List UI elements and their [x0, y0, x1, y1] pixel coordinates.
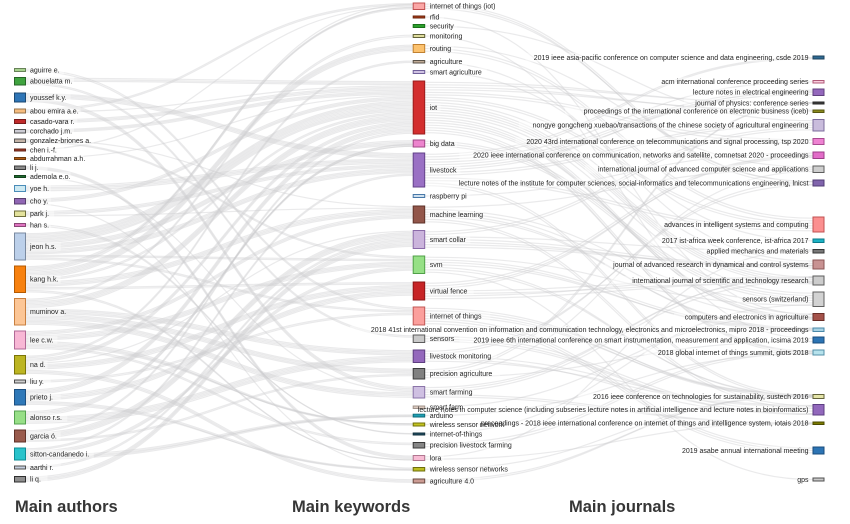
svg-text:agriculture: agriculture	[430, 59, 463, 66]
svg-text:livestock monitoring: livestock monitoring	[430, 354, 492, 361]
svg-text:youssef k.y.: youssef k.y.	[30, 95, 66, 102]
svg-text:sensors: sensors	[430, 336, 455, 343]
svg-text:casado-vara r.: casado-vara r.	[30, 119, 74, 126]
svg-text:monitoring: monitoring	[430, 33, 463, 40]
svg-text:machine learning: machine learning	[430, 212, 483, 219]
svg-text:security: security	[430, 23, 455, 30]
svg-text:2017 ist-africa week conferenc: 2017 ist-africa week conference, ist-afr…	[662, 238, 809, 245]
svg-text:sensors (switzerland): sensors (switzerland)	[742, 297, 808, 304]
svg-text:2020 ieee international confer: 2020 ieee international conference on co…	[473, 153, 809, 160]
svg-text:lecture notes in computer scie: lecture notes in computer science (inclu…	[418, 407, 809, 414]
svg-text:abdurrahman a.h.: abdurrahman a.h.	[30, 156, 85, 163]
svg-text:corchado j.m.: corchado j.m.	[30, 129, 72, 136]
svg-text:park j.: park j.	[30, 211, 49, 218]
svg-text:na d.: na d.	[30, 362, 46, 369]
svg-text:2019 asabe annual internationa: 2019 asabe annual international meeting	[682, 448, 809, 455]
svg-text:proceedings of the internation: proceedings of the international confere…	[584, 109, 809, 116]
svg-text:2019 ieee asia-pacific confere: 2019 ieee asia-pacific conference on com…	[534, 55, 809, 62]
svg-text:abou emira a.e.: abou emira a.e.	[30, 108, 79, 115]
svg-text:2016 ieee conference on techno: 2016 ieee conference on technologies for…	[593, 394, 809, 401]
svg-text:Main journals: Main journals	[569, 498, 675, 516]
svg-text:wireless sensor networks: wireless sensor networks	[429, 467, 509, 474]
svg-text:alonso r.s.: alonso r.s.	[30, 415, 62, 422]
svg-text:lecture notes of the institute: lecture notes of the institute for compu…	[459, 180, 809, 187]
svg-text:li j.: li j.	[30, 165, 39, 172]
svg-text:internet of things (iot): internet of things (iot)	[430, 4, 496, 11]
svg-text:gonzalez-briones a.: gonzalez-briones a.	[30, 138, 91, 145]
svg-text:smart farm: smart farm	[430, 405, 464, 412]
svg-text:rfid: rfid	[430, 14, 440, 21]
svg-text:routing: routing	[430, 46, 452, 53]
svg-text:virtual fence: virtual fence	[430, 288, 468, 295]
svg-text:acm international conference p: acm international conference proceeding …	[661, 79, 809, 86]
svg-text:internet-of-things: internet-of-things	[430, 431, 483, 438]
svg-text:liu y.: liu y.	[30, 379, 44, 386]
svg-text:internet of things: internet of things	[430, 313, 482, 320]
svg-text:gps: gps	[797, 477, 809, 484]
svg-text:svm: svm	[430, 262, 443, 269]
svg-text:cho y.: cho y.	[30, 199, 48, 206]
svg-text:garcia ó.: garcia ó.	[30, 433, 57, 440]
svg-text:aguirre e.: aguirre e.	[30, 67, 60, 74]
svg-text:2019 ieee 6th international co: 2019 ieee 6th international conference o…	[473, 337, 808, 344]
svg-text:international journal of advan: international journal of advanced comput…	[598, 167, 809, 174]
svg-text:aarthi r.: aarthi r.	[30, 465, 53, 472]
svg-text:raspberry pi: raspberry pi	[430, 193, 467, 200]
svg-text:proceedings - 2018 ieee intern: proceedings - 2018 ieee international co…	[481, 421, 809, 428]
svg-text:lee c.w.: lee c.w.	[30, 337, 53, 344]
svg-text:arduino: arduino	[430, 413, 453, 420]
svg-text:big data: big data	[430, 141, 455, 148]
svg-text:ademola e.o.: ademola e.o.	[30, 174, 71, 181]
svg-text:smart farming: smart farming	[430, 390, 473, 397]
svg-text:lora: lora	[430, 455, 442, 462]
svg-text:agriculture 4.0: agriculture 4.0	[430, 478, 474, 485]
svg-text:kang h.k.: kang h.k.	[30, 277, 58, 284]
svg-text:iot: iot	[430, 105, 437, 112]
svg-text:journal of advanced research i: journal of advanced research in dynamica…	[612, 262, 809, 269]
svg-text:livestock: livestock	[430, 167, 457, 174]
svg-text:Main authors: Main authors	[15, 498, 118, 516]
svg-text:abouelatta m.: abouelatta m.	[30, 79, 72, 86]
svg-text:journal of physics: conference: journal of physics: conference series	[694, 100, 809, 107]
svg-text:chen i.-f.: chen i.-f.	[30, 147, 57, 154]
svg-text:muminov a.: muminov a.	[30, 309, 66, 316]
svg-text:han s.: han s.	[30, 222, 49, 229]
svg-text:applied mechanics and material: applied mechanics and materials	[707, 249, 809, 256]
svg-text:nongye gongcheng xuebao/transa: nongye gongcheng xuebao/transactions of …	[533, 123, 809, 130]
svg-text:yoe h.: yoe h.	[30, 186, 49, 193]
svg-text:computers and electronics in a: computers and electronics in agriculture	[685, 314, 809, 321]
svg-text:li q.: li q.	[30, 477, 41, 484]
svg-text:international journal of scien: international journal of scientific and …	[632, 278, 808, 285]
svg-text:2020 43rd international confer: 2020 43rd international conference on te…	[526, 139, 808, 146]
svg-text:advances in intelligent system: advances in intelligent systems and comp…	[664, 222, 808, 229]
svg-text:lecture notes in electrical en: lecture notes in electrical engineering	[693, 90, 809, 97]
svg-text:smart agriculture: smart agriculture	[430, 69, 482, 76]
svg-text:2018 global internet of things: 2018 global internet of things summit, g…	[658, 350, 809, 357]
svg-text:prieto j.: prieto j.	[30, 395, 53, 402]
svg-text:smart collar: smart collar	[430, 237, 467, 244]
svg-text:precision agriculture: precision agriculture	[430, 371, 493, 378]
svg-text:jeon h.s.: jeon h.s.	[29, 244, 57, 251]
svg-text:wireless sensor network: wireless sensor network	[429, 422, 505, 429]
svg-text:2018 41st international conven: 2018 41st international convention on in…	[371, 327, 809, 334]
svg-text:Main keywords: Main keywords	[292, 498, 410, 516]
svg-text:precision livestock farming: precision livestock farming	[430, 443, 512, 450]
svg-text:sitton-candanedo i.: sitton-candanedo i.	[30, 451, 89, 458]
